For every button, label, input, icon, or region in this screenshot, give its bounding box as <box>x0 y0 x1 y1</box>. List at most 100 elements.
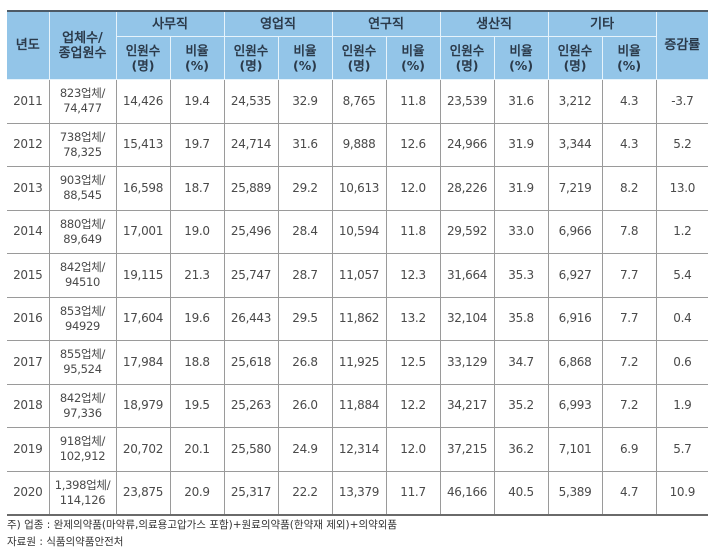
cell-production-r: 35.8 <box>493 296 549 341</box>
cell-companies-employees: 842업체/94510 <box>48 253 117 298</box>
employees-count: 97,336 <box>63 405 102 420</box>
cell-office-r: 19.4 <box>169 79 225 124</box>
cell-office-r: 19.5 <box>169 383 225 428</box>
employment-table-container: 년도 업체수/종업원수 사무직 영업직 연구직 생산직 기타 증감률 인원수 (명… <box>7 10 709 516</box>
cell-other-n: 6,927 <box>547 253 603 298</box>
cell-production-r: 33.0 <box>493 209 549 254</box>
cell-other-r: 6.9 <box>601 427 657 472</box>
cell-sales-r: 28.4 <box>277 209 333 254</box>
cell-production-n: 37,215 <box>439 427 495 472</box>
cell-office-n: 14,426 <box>115 79 171 124</box>
cell-sales-r: 28.7 <box>277 253 333 298</box>
cell-production-r: 34.7 <box>493 340 549 385</box>
subheader-research-count: 인원수 (명) <box>331 36 387 80</box>
cell-companies-employees: 918업체/102,912 <box>48 427 117 472</box>
cell-other-r: 4.3 <box>601 122 657 167</box>
cell-sales-n: 25,496 <box>223 209 279 254</box>
cell-increase: 0.6 <box>655 340 709 385</box>
cell-office-r: 18.7 <box>169 166 225 211</box>
cell-research-r: 12.0 <box>385 427 441 472</box>
companies-count: 823업체/ <box>59 86 106 101</box>
cell-research-r: 11.7 <box>385 470 441 516</box>
cell-research-r: 13.2 <box>385 296 441 341</box>
companies-count: 738업체/ <box>59 129 106 144</box>
cell-research-n: 11,862 <box>331 296 387 341</box>
header-group-other: 기타 <box>547 10 657 37</box>
companies-count: 903업체/ <box>59 173 106 188</box>
table-row: 2019 918업체/102,912 20,702 20.1 25,580 24.9 12,… <box>7 427 709 472</box>
cell-year: 2017 <box>7 340 50 385</box>
cell-year: 2013 <box>7 166 50 211</box>
table-row: 2020 1,398업체/114,126 23,875 20.9 25,317 22.2 1… <box>7 470 709 516</box>
cell-research-n: 11,057 <box>331 253 387 298</box>
cell-research-n: 9,888 <box>331 122 387 167</box>
cell-year: 2011 <box>7 79 50 124</box>
subheader-production-ratio: 비율 (%) <box>493 36 549 80</box>
footnote-industry: 주) 업종 : 완제의약품(마약류,의료용고압가스 포함)+원료의약품(한약재 … <box>7 519 398 531</box>
subheader-sales-count: 인원수 (명) <box>223 36 279 80</box>
header-year: 년도 <box>7 10 50 80</box>
cell-production-n: 32,104 <box>439 296 495 341</box>
cell-increase: 5.7 <box>655 427 709 472</box>
cell-companies-employees: 903업체/88,545 <box>48 166 117 211</box>
cell-increase: -3.7 <box>655 79 709 124</box>
companies-count: 853업체/ <box>59 303 106 318</box>
cell-office-n: 17,984 <box>115 340 171 385</box>
cell-increase: 5.4 <box>655 253 709 298</box>
cell-office-n: 23,875 <box>115 470 171 516</box>
table-row: 2014 880업체/89,649 17,001 19.0 25,496 28.4 10,5… <box>7 209 709 254</box>
cell-other-n: 6,993 <box>547 383 603 428</box>
subheader-other-ratio: 비율 (%) <box>601 36 657 80</box>
footnote-source: 자료원 : 식품의약품안전처 <box>7 536 124 548</box>
cell-production-n: 29,592 <box>439 209 495 254</box>
employees-count: 78,325 <box>63 144 102 159</box>
cell-office-n: 16,598 <box>115 166 171 211</box>
cell-office-n: 17,001 <box>115 209 171 254</box>
table-row: 2013 903업체/88,545 16,598 18.7 25,889 29.2 10,6… <box>7 166 709 211</box>
subheader-production-count: 인원수 (명) <box>439 36 495 80</box>
cell-other-r: 7.8 <box>601 209 657 254</box>
cell-production-r: 36.2 <box>493 427 549 472</box>
cell-office-n: 17,604 <box>115 296 171 341</box>
cell-sales-n: 25,317 <box>223 470 279 516</box>
cell-office-r: 20.1 <box>169 427 225 472</box>
cell-other-r: 4.7 <box>601 470 657 516</box>
cell-year: 2014 <box>7 209 50 254</box>
employees-count: 74,477 <box>63 101 102 116</box>
cell-sales-r: 26.0 <box>277 383 333 428</box>
cell-production-r: 40.5 <box>493 470 549 516</box>
employees-count: 102,912 <box>59 449 106 464</box>
cell-production-r: 31.9 <box>493 122 549 167</box>
cell-office-r: 19.7 <box>169 122 225 167</box>
companies-count: 842업체/ <box>59 390 106 405</box>
cell-sales-r: 32.9 <box>277 79 333 124</box>
table-row: 2016 853업체/94929 17,604 19.6 26,443 29.5 11,86… <box>7 296 709 341</box>
cell-production-n: 31,664 <box>439 253 495 298</box>
cell-companies-employees: 853업체/94929 <box>48 296 117 341</box>
table-row: 2012 738업체/78,325 15,413 19.7 24,714 31.6 9,88… <box>7 122 709 167</box>
cell-office-n: 20,702 <box>115 427 171 472</box>
cell-companies-employees: 1,398업체/114,126 <box>48 470 117 516</box>
cell-sales-r: 31.6 <box>277 122 333 167</box>
cell-office-r: 19.6 <box>169 296 225 341</box>
cell-companies-employees: 738업체/78,325 <box>48 122 117 167</box>
cell-other-n: 3,344 <box>547 122 603 167</box>
cell-research-r: 12.6 <box>385 122 441 167</box>
cell-other-r: 7.7 <box>601 296 657 341</box>
cell-other-r: 8.2 <box>601 166 657 211</box>
cell-research-r: 11.8 <box>385 209 441 254</box>
table-body: 2011 823업체/74,477 14,426 19.4 24,535 32.9 8,76… <box>7 79 709 516</box>
header-companies-line2: 종업원수 <box>58 45 107 61</box>
cell-sales-n: 25,889 <box>223 166 279 211</box>
cell-office-r: 18.8 <box>169 340 225 385</box>
cell-research-n: 10,594 <box>331 209 387 254</box>
cell-other-n: 6,916 <box>547 296 603 341</box>
subheader-office-count: 인원수 (명) <box>116 36 171 80</box>
cell-sales-r: 22.2 <box>277 470 333 516</box>
cell-companies-employees: 880업체/89,649 <box>48 209 117 254</box>
cell-production-n: 46,166 <box>439 470 495 516</box>
header-group-research: 연구직 <box>331 10 441 37</box>
employees-count: 88,545 <box>63 188 102 203</box>
companies-count: 855업체/ <box>59 347 106 362</box>
cell-production-r: 31.9 <box>493 166 549 211</box>
